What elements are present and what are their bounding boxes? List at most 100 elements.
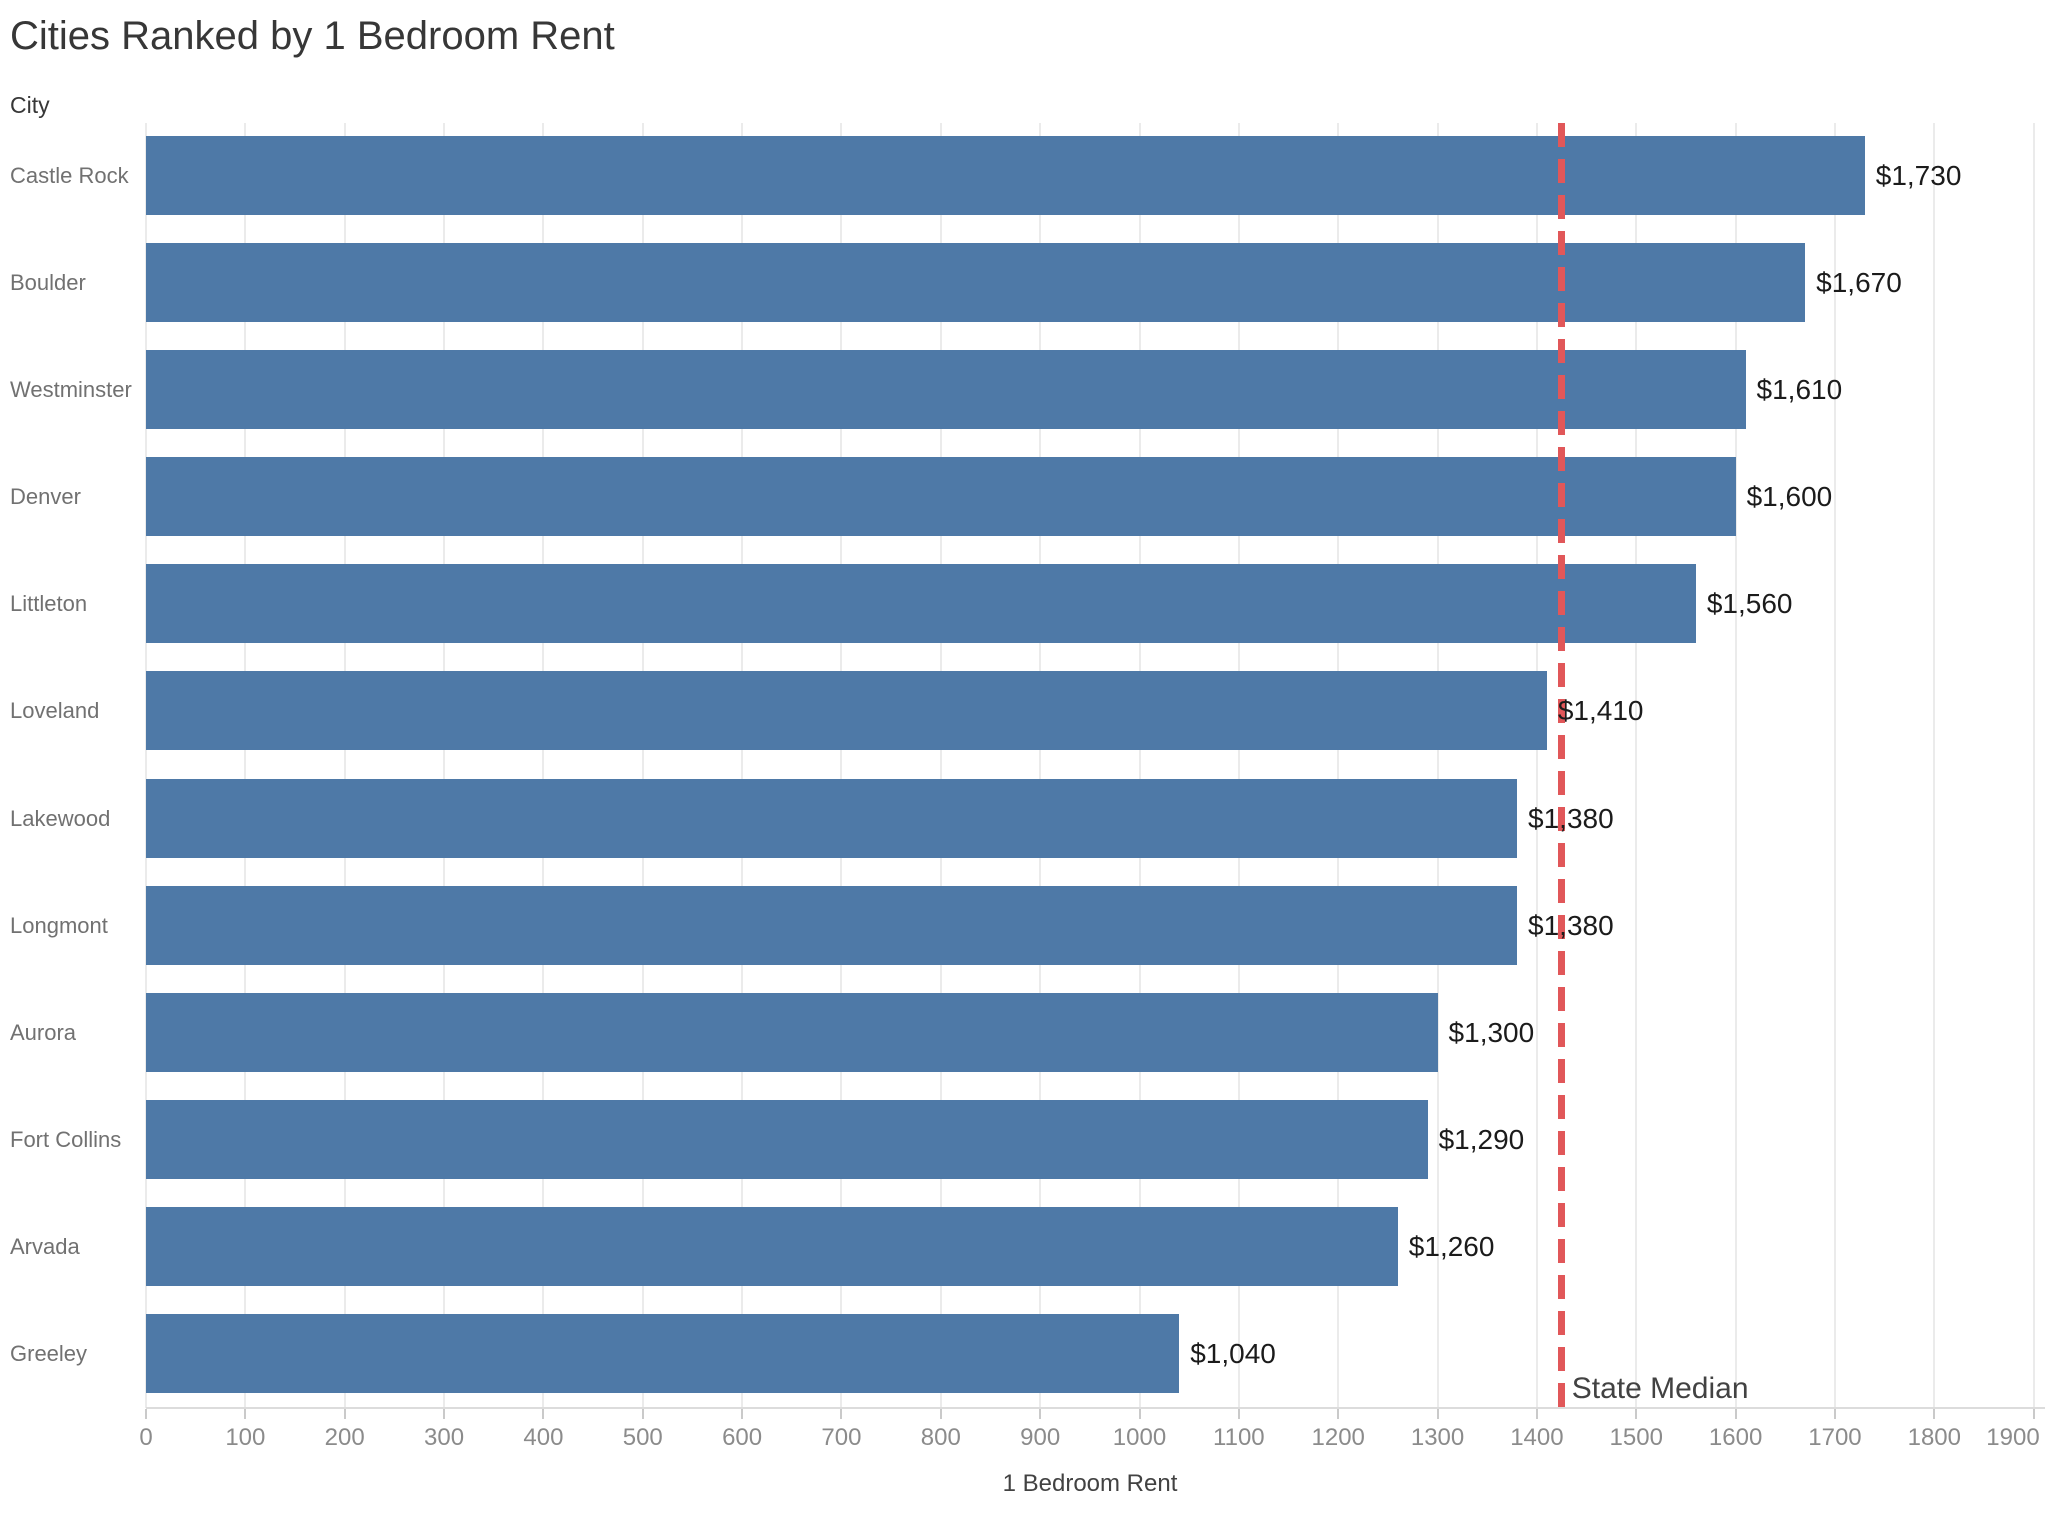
x-tick-mark xyxy=(1734,1409,1737,1419)
chart-title: Cities Ranked by 1 Bedroom Rent xyxy=(10,14,615,58)
gridline xyxy=(1436,123,1439,1408)
x-tick-mark xyxy=(1337,1409,1340,1419)
category-label: Lakewood xyxy=(10,805,111,831)
value-label: $1,670 xyxy=(1816,267,1902,299)
value-label: $1,410 xyxy=(1557,695,1644,727)
x-tick-mark xyxy=(1635,1409,1638,1419)
plot-area: $1,730 $1,670 $1,610 $1,600 $1,560 $1,410 $1,3… xyxy=(145,123,2045,1419)
bar-arvada[interactable] xyxy=(146,1206,1398,1286)
x-tick-mark xyxy=(741,1409,744,1419)
x-tick-mark xyxy=(840,1409,843,1419)
x-tick-mark xyxy=(2032,1409,2035,1419)
gridline xyxy=(641,123,644,1408)
bar-fort-collins[interactable] xyxy=(146,1099,1428,1179)
x-tick-mark xyxy=(542,1409,545,1419)
x-tick-mark xyxy=(1237,1409,1240,1419)
value-label: $1,380 xyxy=(1528,909,1614,941)
gridline xyxy=(1337,123,1340,1408)
x-tick-label: 1000 xyxy=(1112,1424,1167,1451)
x-axis-title: 1 Bedroom Rent xyxy=(1002,1470,1178,1497)
gridline xyxy=(2032,123,2035,1408)
bar-aurora[interactable] xyxy=(146,992,1438,1072)
gridline xyxy=(939,123,942,1408)
state-median-label: State Median xyxy=(1571,1372,1749,1405)
value-label: $1,300 xyxy=(1448,1016,1535,1048)
value-label: $1,290 xyxy=(1438,1123,1525,1155)
gridline xyxy=(1833,123,1836,1408)
y-axis-header: City xyxy=(10,92,50,118)
x-tick-label: 1200 xyxy=(1311,1424,1365,1451)
x-tick-label: 500 xyxy=(622,1424,663,1451)
gridline xyxy=(244,123,247,1408)
bar-westminster[interactable] xyxy=(146,350,1746,430)
gridline xyxy=(443,123,446,1408)
bar-greeley[interactable] xyxy=(146,1313,1180,1393)
x-tick-mark xyxy=(244,1409,247,1419)
value-label: $1,560 xyxy=(1706,588,1793,620)
x-axis-line xyxy=(146,1407,2045,1409)
x-tick-label: 200 xyxy=(324,1424,365,1451)
category-label: Aurora xyxy=(10,1019,77,1045)
bar-denver[interactable] xyxy=(146,457,1736,537)
x-tick-label: 600 xyxy=(722,1424,763,1451)
x-tick-label: 1800 xyxy=(1907,1424,1961,1451)
x-tick-mark xyxy=(1138,1409,1141,1419)
gridline xyxy=(1039,123,1042,1408)
value-label: $1,260 xyxy=(1408,1230,1495,1262)
gridline xyxy=(1237,123,1240,1408)
bar-longmont[interactable] xyxy=(146,885,1518,965)
value-label: $1,730 xyxy=(1875,160,1962,191)
x-tick-label: 1400 xyxy=(1510,1424,1564,1451)
x-tick-label: 400 xyxy=(523,1424,564,1451)
x-tick-mark xyxy=(1535,1409,1538,1419)
x-tick-label: 700 xyxy=(821,1424,862,1451)
x-tick-mark xyxy=(1933,1409,1936,1419)
gridline xyxy=(1635,123,1638,1408)
x-tick-mark xyxy=(145,1409,147,1419)
value-label: $1,380 xyxy=(1528,802,1614,834)
category-label: Boulder xyxy=(10,270,86,296)
x-tick-label: 800 xyxy=(920,1424,961,1451)
category-label: Arvada xyxy=(10,1233,80,1259)
x-tick-label: 100 xyxy=(225,1424,266,1451)
bar-castle-rock[interactable] xyxy=(146,136,1865,215)
gridline xyxy=(343,123,346,1408)
gridline xyxy=(542,123,545,1408)
x-tick-label: 1100 xyxy=(1213,1424,1265,1451)
value-label: $1,600 xyxy=(1746,481,1833,513)
state-median-line xyxy=(1558,123,1566,1408)
gridline xyxy=(145,123,147,1408)
bar-littleton[interactable] xyxy=(146,564,1696,644)
gridline xyxy=(741,123,744,1408)
x-tick-mark xyxy=(641,1409,644,1419)
category-label: Fort Collins xyxy=(10,1126,122,1152)
x-tick-label: 0 xyxy=(139,1424,153,1451)
value-label: $1,610 xyxy=(1756,374,1843,406)
x-tick-label: 1700 xyxy=(1808,1424,1862,1451)
x-tick-label: 1600 xyxy=(1708,1424,1763,1451)
x-tick-label: 1300 xyxy=(1410,1424,1465,1451)
gridline xyxy=(1933,123,1936,1408)
value-label: $1,040 xyxy=(1190,1337,1276,1369)
bar-loveland[interactable] xyxy=(146,671,1547,751)
category-label: Longmont xyxy=(10,912,108,938)
x-tick-label: 900 xyxy=(1020,1424,1061,1451)
category-label: Littleton xyxy=(10,591,88,617)
category-label: Westminster xyxy=(10,377,132,403)
x-tick-label: 1900 xyxy=(1986,1424,2040,1451)
x-tick-label: 1500 xyxy=(1609,1424,1663,1451)
x-tick-mark xyxy=(1039,1409,1042,1419)
x-tick-mark xyxy=(1833,1409,1836,1419)
x-tick-mark xyxy=(1436,1409,1439,1419)
x-tick-mark xyxy=(939,1409,942,1419)
gridline xyxy=(1138,123,1141,1408)
gridline xyxy=(840,123,843,1408)
bar-lakewood[interactable] xyxy=(146,778,1518,858)
gridline xyxy=(1734,123,1737,1408)
bar-boulder[interactable] xyxy=(146,243,1806,323)
category-label: Castle Rock xyxy=(10,163,129,188)
category-label: Greeley xyxy=(10,1340,88,1366)
category-label: Loveland xyxy=(10,698,100,724)
category-label: Denver xyxy=(10,484,81,510)
x-tick-mark xyxy=(343,1409,346,1419)
